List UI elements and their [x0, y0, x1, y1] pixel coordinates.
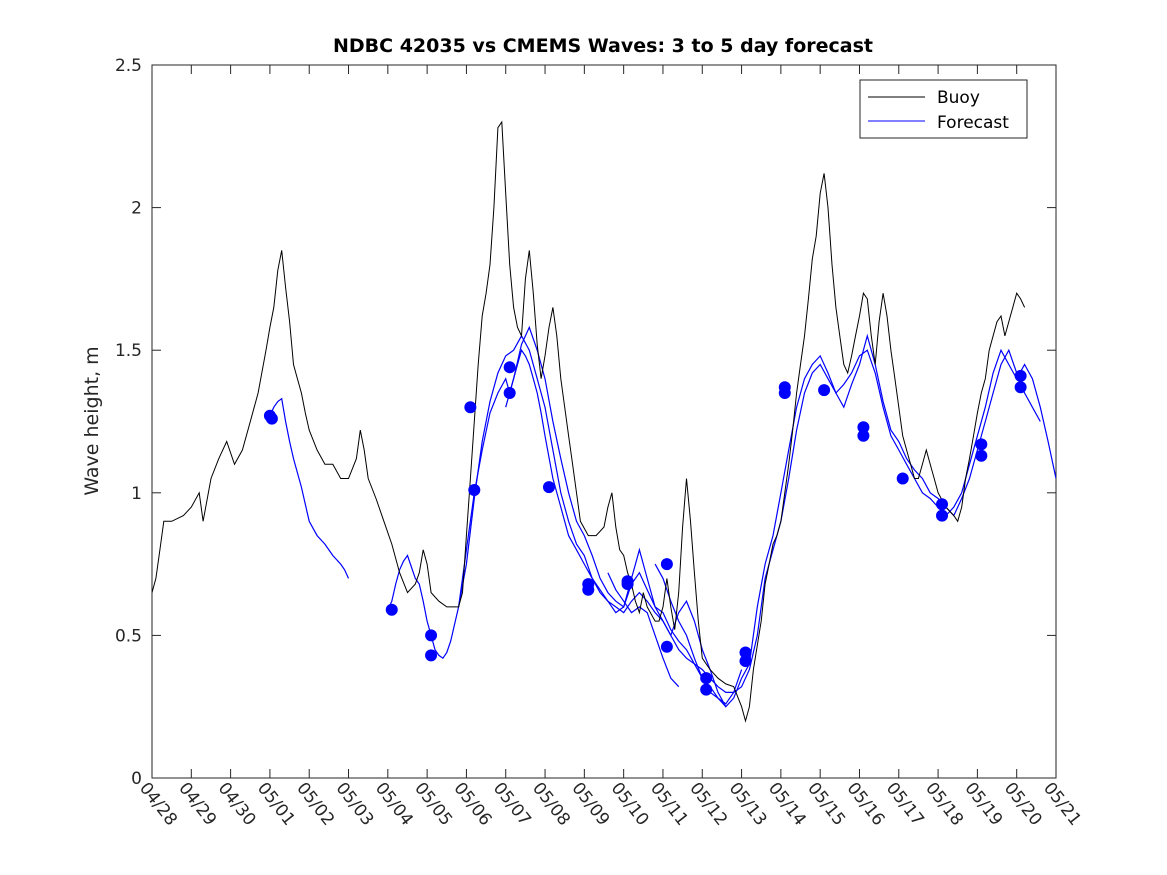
forecast-marker	[385, 603, 398, 616]
forecast-marker	[503, 386, 516, 399]
forecast-marker	[700, 683, 713, 696]
forecast-marker	[739, 655, 752, 668]
y-tick-label: 2	[131, 199, 142, 219]
forecast-marker	[660, 558, 673, 571]
legend-buoy-label: Buoy	[937, 88, 980, 108]
forecast-marker	[1014, 381, 1027, 394]
forecast-marker	[660, 640, 673, 653]
y-axis: 0 0.5 1 1.5 2 2.5	[115, 56, 1056, 789]
legend: Buoy Forecast	[859, 79, 1028, 139]
forecast-marker	[936, 509, 949, 522]
chart-title: NDBC 42035 vs CMEMS Waves: 3 to 5 day fo…	[333, 35, 873, 57]
forecast-marker	[1014, 369, 1027, 382]
forecast-marker	[857, 421, 870, 434]
legend-box	[859, 79, 1028, 139]
forecast-marker	[936, 498, 949, 511]
y-axis-label: Wave height, m	[81, 346, 103, 495]
forecast-marker	[265, 412, 278, 425]
forecast-line	[607, 572, 680, 688]
forecast-marker	[896, 472, 909, 485]
forecast-marker	[425, 649, 438, 662]
forecast-marker	[700, 672, 713, 685]
y-tick-label: 2.5	[115, 56, 142, 76]
y-tick-label: 0.5	[115, 626, 142, 646]
forecast-marker	[621, 578, 634, 591]
forecast-marker	[582, 583, 595, 596]
y-tick-label: 1	[131, 484, 142, 504]
forecast-marker	[739, 646, 752, 659]
forecast-marker	[818, 384, 831, 397]
forecast-marker	[468, 483, 481, 496]
y-tick-label: 0	[131, 769, 142, 789]
forecast-marker	[464, 401, 477, 414]
axes-box	[151, 64, 1057, 779]
forecast-marker	[425, 629, 438, 642]
buoy-line	[152, 120, 1026, 723]
forecast-line	[269, 397, 350, 579]
forecast-marker	[542, 481, 555, 494]
plot-area	[151, 64, 1057, 779]
forecast-marker	[975, 449, 988, 462]
forecast-marker	[503, 361, 516, 374]
forecast-marker	[857, 429, 870, 442]
y-tick-label: 1.5	[115, 341, 142, 361]
forecast-marker	[778, 386, 791, 399]
legend-forecast-label: Forecast	[937, 113, 1009, 133]
forecast-marker	[975, 438, 988, 451]
